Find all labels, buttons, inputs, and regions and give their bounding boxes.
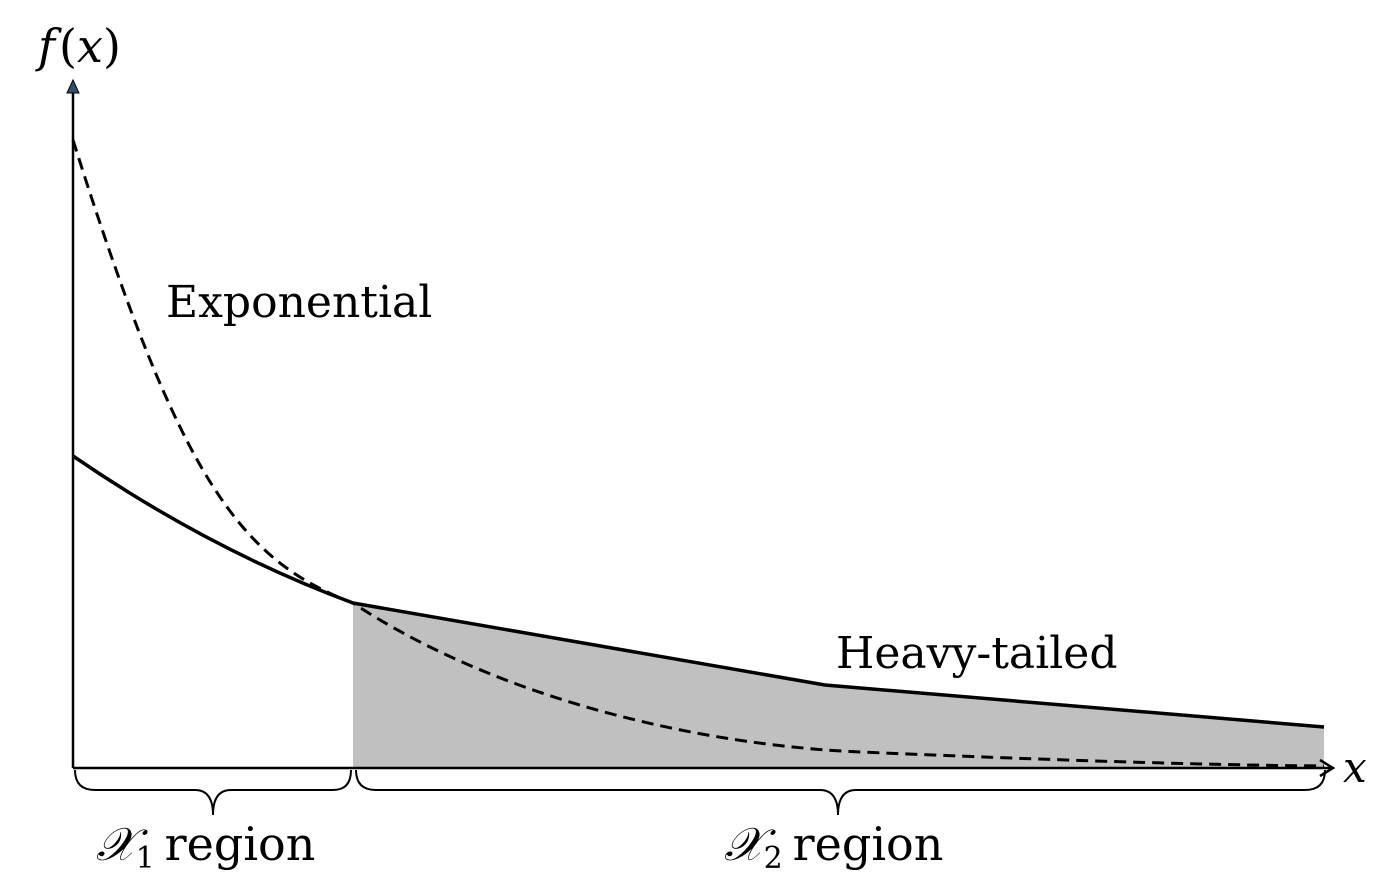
x2-region-brace	[355, 769, 1326, 816]
y-axis-label: f(x)	[35, 19, 121, 73]
x1-region-word: region	[165, 817, 316, 871]
x2-shaded-region	[353, 603, 1324, 768]
y-axis-label-open-paren: (	[59, 19, 77, 73]
y-axis-label-variable: x	[77, 19, 103, 73]
y-axis-label-close-paren: )	[103, 19, 121, 73]
heavy-tailed-curve	[72, 454, 1325, 729]
exponential-label: Exponential	[166, 277, 432, 328]
x2-region-subscript: 2	[764, 841, 783, 876]
x2-region-word: region	[793, 817, 944, 871]
x2-region-label: 𝒳2 region	[724, 817, 943, 876]
x1-region-label: 𝒳1 region	[96, 817, 315, 876]
x1-region-subscript: 1	[136, 841, 155, 876]
x-axis-label: x	[1343, 743, 1367, 792]
x1-region-brace	[74, 769, 352, 816]
heavy-tailed-label: Heavy-tailed	[836, 628, 1118, 679]
exponential-curve	[71, 139, 1325, 768]
y-axis-label-function: f	[35, 19, 62, 73]
y-axis-arrowhead	[66, 78, 80, 94]
